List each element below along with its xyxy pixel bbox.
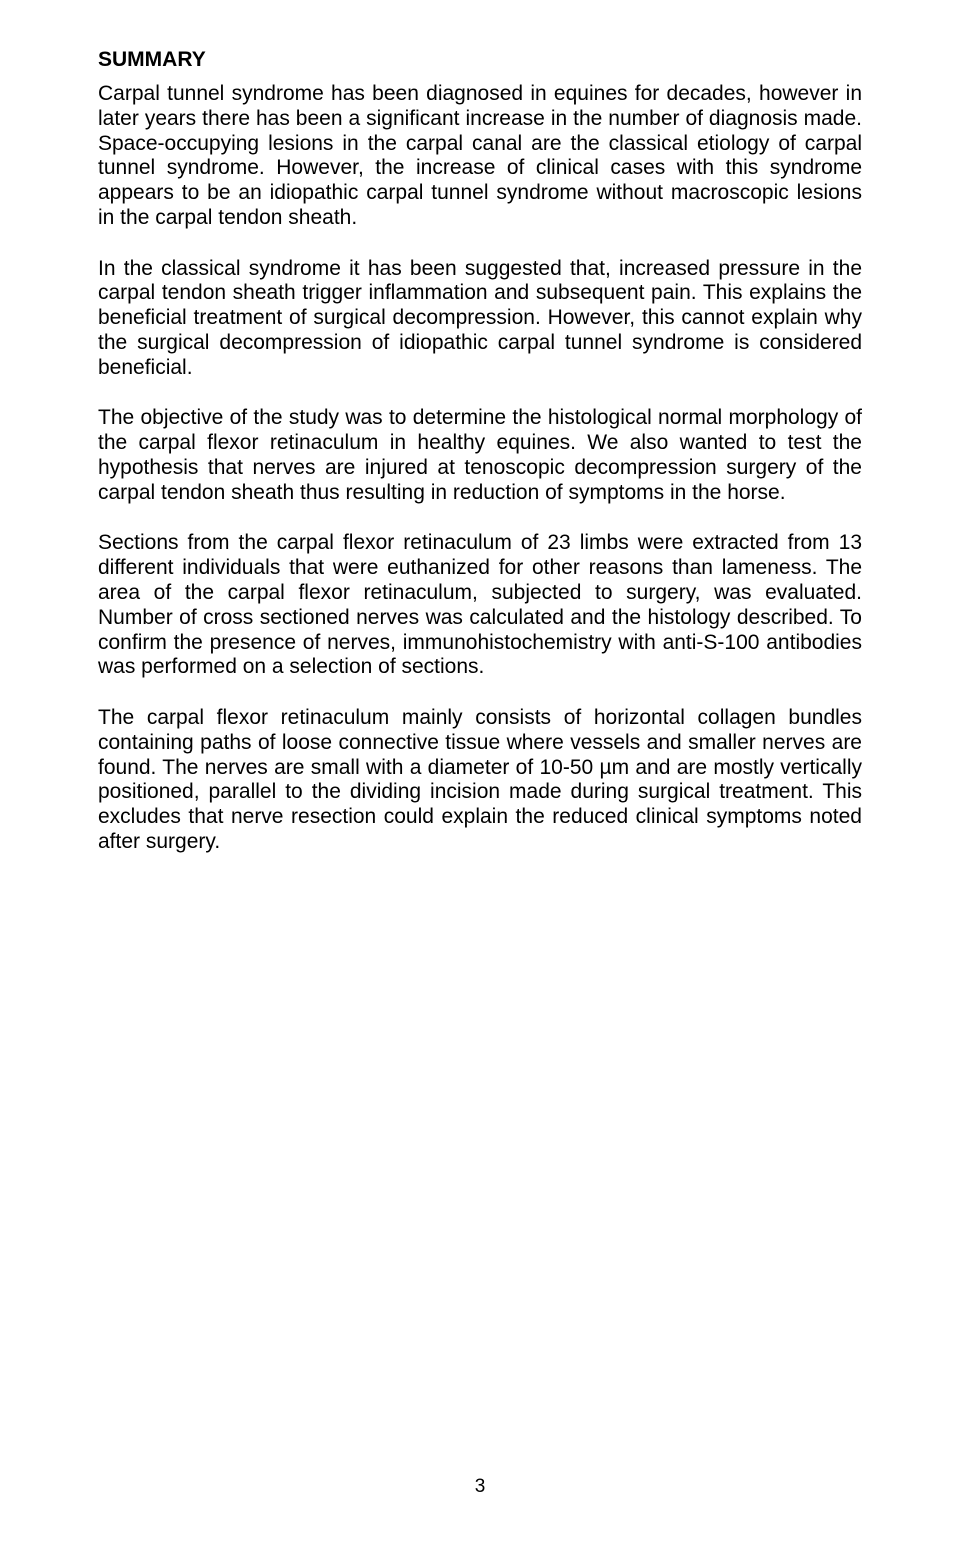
document-page: SUMMARY Carpal tunnel syndrome has been … xyxy=(0,0,960,1550)
body-paragraph: In the classical syndrome it has been su… xyxy=(98,257,862,381)
page-number: 3 xyxy=(0,1476,960,1498)
section-heading: SUMMARY xyxy=(98,48,862,72)
body-paragraph: The objective of the study was to determ… xyxy=(98,406,862,505)
body-paragraph: The carpal flexor retinaculum mainly con… xyxy=(98,706,862,855)
body-paragraph: Sections from the carpal flexor retinacu… xyxy=(98,531,862,680)
body-paragraph: Carpal tunnel syndrome has been diagnose… xyxy=(98,82,862,231)
